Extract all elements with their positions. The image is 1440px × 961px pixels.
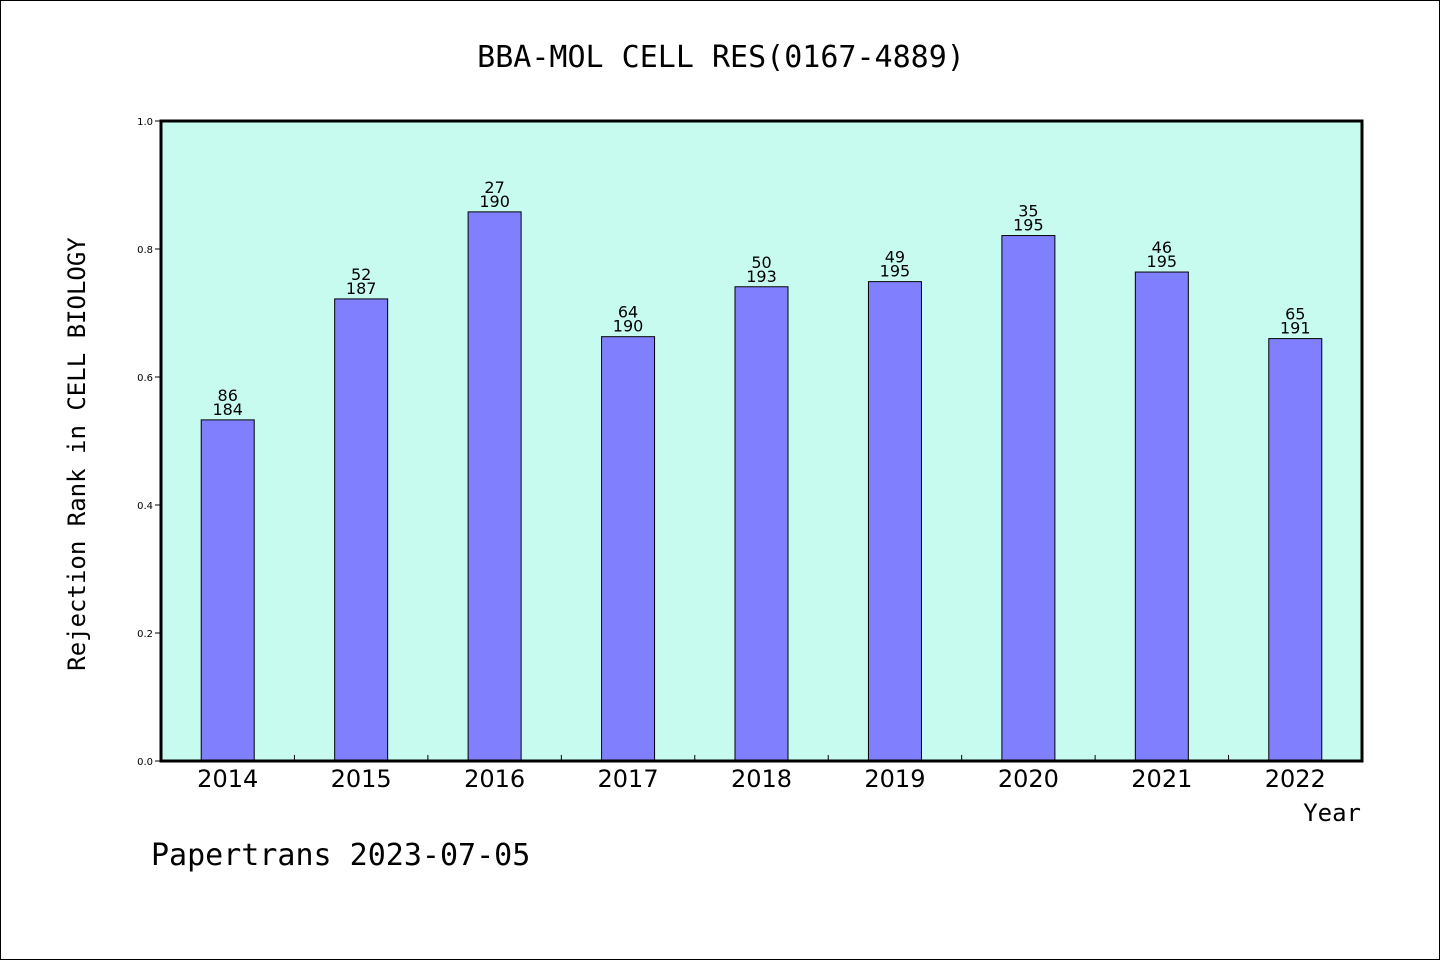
bar (601, 336, 656, 762)
total-label: 191 (1280, 319, 1311, 338)
x-tick-label: 2021 (1131, 765, 1192, 793)
x-axis: 2014 2015 2016 2017 2018 2019 2020 2021 2022 (197, 755, 1326, 793)
x-tick-label: 2019 (864, 765, 925, 793)
total-label: 190 (479, 192, 510, 211)
bar (1268, 338, 1323, 762)
y-tick-label: 0.2 (137, 629, 153, 640)
bar (734, 286, 789, 762)
plot-border (159, 119, 1364, 763)
bar (200, 419, 255, 762)
y-tick-label: 1.0 (137, 117, 153, 128)
rank-label: 35 (1018, 202, 1038, 221)
rank-label: 65 (1285, 305, 1305, 324)
rank-label: 46 (1152, 238, 1172, 257)
x-tick-label: 2015 (331, 765, 392, 793)
x-tick-label: 2020 (998, 765, 1059, 793)
y-tick-label: 0.8 (137, 245, 153, 256)
bar (1001, 235, 1056, 762)
x-tick-label: 2014 (197, 765, 258, 793)
total-label: 190 (613, 317, 644, 336)
y-axis-label: Rejection Rank in CELL BIOLOGY (63, 237, 91, 671)
x-tick-label: 2022 (1265, 765, 1326, 793)
total-label: 195 (1147, 252, 1178, 271)
total-label: 193 (746, 267, 777, 286)
x-tick-label: 2016 (464, 765, 525, 793)
footer-watermark: Papertrans 2023-07-05 (151, 838, 530, 873)
total-label: 187 (346, 279, 377, 298)
bar (867, 281, 922, 762)
y-tick-label: 0.0 (137, 757, 153, 768)
total-label: 195 (1013, 216, 1044, 235)
bar (467, 211, 522, 762)
x-tick-label: 2017 (598, 765, 659, 793)
y-axis: 0.0 0.2 0.4 0.6 0.8 1.0 (137, 117, 161, 768)
x-tick-label: 2018 (731, 765, 792, 793)
rank-label: 49 (885, 248, 905, 267)
y-tick-label: 0.4 (137, 501, 153, 512)
x-axis-label: Year (1303, 799, 1361, 827)
chart-title: BBA-MOL CELL RES(0167-4889) (477, 40, 965, 75)
total-label: 184 (212, 400, 243, 419)
bar (1134, 271, 1189, 762)
rank-label: 27 (484, 178, 504, 197)
bars-group (200, 211, 1323, 762)
y-tick-label: 0.6 (137, 373, 153, 384)
rank-label: 64 (618, 303, 638, 322)
rank-label: 50 (751, 253, 771, 272)
rank-label: 86 (218, 386, 238, 405)
data-labels-group: 8618452187271906419050193491953519546195… (212, 178, 1310, 419)
bar (334, 298, 389, 762)
total-label: 195 (880, 262, 911, 281)
rank-label: 52 (351, 265, 371, 284)
